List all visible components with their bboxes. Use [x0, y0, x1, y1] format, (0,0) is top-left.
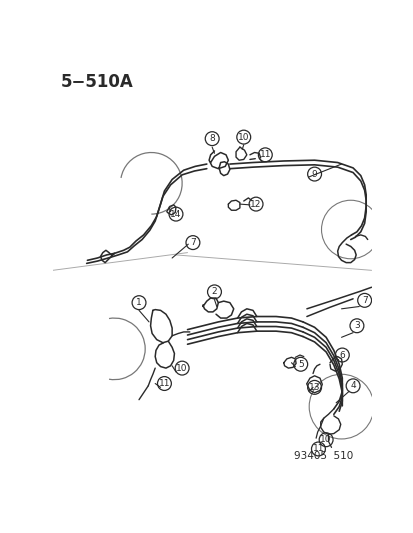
- Text: 10: 10: [176, 364, 188, 373]
- Text: 11: 11: [158, 379, 170, 388]
- Text: 13: 13: [308, 383, 320, 392]
- Text: 11: 11: [259, 150, 271, 159]
- Text: 14: 14: [170, 209, 181, 219]
- Text: 7: 7: [190, 238, 195, 247]
- Text: 1: 1: [136, 298, 142, 307]
- Text: 8: 8: [209, 134, 214, 143]
- Text: 12: 12: [250, 199, 261, 208]
- Text: 5: 5: [297, 360, 303, 369]
- Text: 10: 10: [237, 133, 249, 142]
- Text: 11: 11: [312, 445, 323, 454]
- Text: 9: 9: [311, 169, 317, 179]
- Text: 2: 2: [211, 287, 217, 296]
- Text: 93405  510: 93405 510: [293, 450, 352, 461]
- Text: 4: 4: [349, 381, 355, 390]
- Text: 3: 3: [353, 321, 359, 330]
- Text: 6: 6: [339, 351, 344, 360]
- Text: 5−510A: 5−510A: [60, 73, 133, 91]
- Text: 7: 7: [361, 296, 367, 305]
- Text: 10: 10: [320, 435, 331, 444]
